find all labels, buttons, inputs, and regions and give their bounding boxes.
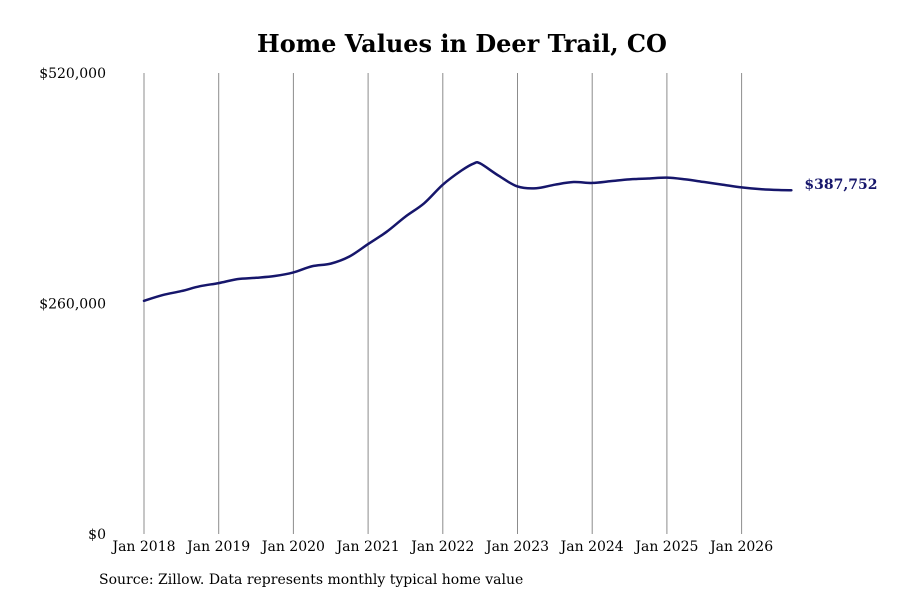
end-value-label: $387,752: [804, 177, 877, 193]
x-axis: Jan 2018 Jan 2019 Jan 2020 Jan 2021 Jan 2022…: [110, 539, 773, 555]
chart-title: Home Values in Deer Trail, CO: [257, 29, 667, 58]
y-tick-label: $520,000: [39, 66, 106, 82]
x-tick-label: Jan 2019: [185, 539, 250, 555]
x-tick-label: Jan 2026: [708, 539, 773, 555]
y-tick-label: $260,000: [39, 297, 106, 313]
source-note: Source: Zillow. Data represents monthly …: [99, 572, 524, 588]
x-tick-label: Jan 2025: [633, 539, 698, 555]
x-tick-label: Jan 2023: [484, 539, 549, 555]
gridlines: [143, 73, 743, 534]
x-tick-label: Jan 2022: [409, 539, 474, 555]
y-tick-label: $0: [88, 527, 106, 543]
y-axis: $0 $260,000 $520,000: [39, 66, 106, 543]
x-tick-label: Jan 2024: [559, 539, 624, 555]
x-tick-label: Jan 2020: [260, 539, 325, 555]
series-layer: $387,752: [142, 160, 877, 303]
series-line: [142, 160, 793, 303]
x-tick-label: Jan 2021: [335, 539, 400, 555]
x-tick-label: Jan 2018: [110, 539, 175, 555]
